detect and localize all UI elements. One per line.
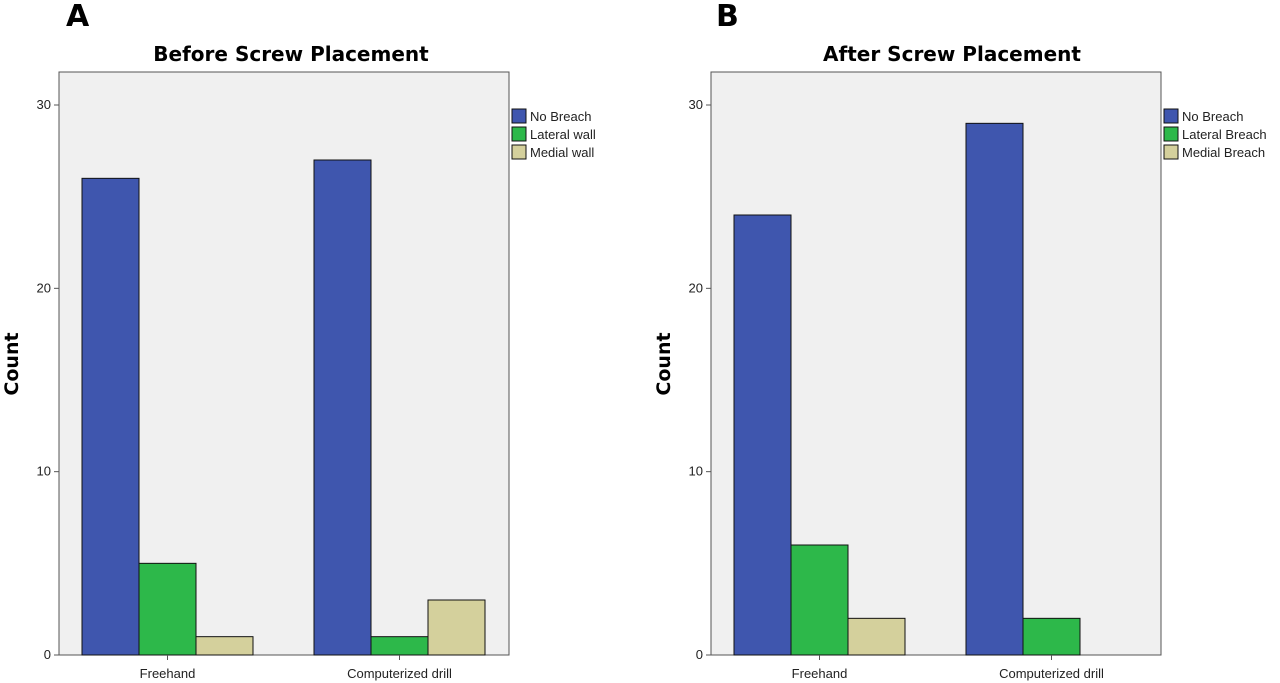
y-tick-label: 20 bbox=[37, 280, 51, 295]
x-tick-label: Computerized drill bbox=[999, 666, 1104, 681]
bars bbox=[81, 159, 486, 656]
legend-swatch bbox=[511, 108, 527, 124]
y-tick-label: 30 bbox=[689, 97, 703, 112]
bar bbox=[138, 562, 197, 656]
y-tick-label: 10 bbox=[689, 464, 703, 479]
x-tick-label: Freehand bbox=[792, 666, 848, 681]
bar bbox=[965, 122, 1024, 656]
x-tick-label: Freehand bbox=[140, 666, 196, 681]
bars bbox=[733, 122, 1081, 656]
legend: No Breach Lateral wall Medial wall bbox=[511, 108, 596, 160]
y-tick-label: 0 bbox=[696, 647, 703, 662]
chart-panel-b: B After Screw Placement 0 10 20 30 Freehand… bbox=[653, 0, 1267, 681]
x-tick-label: Computerized drill bbox=[347, 666, 452, 681]
legend-label: Medial wall bbox=[530, 145, 594, 160]
panel-letter-a: A bbox=[66, 0, 90, 34]
chart-panel-a: A Before Screw Placement 0 10 20 30 Freehan… bbox=[1, 0, 596, 681]
bar bbox=[427, 599, 486, 656]
y-tick-label: 10 bbox=[37, 464, 51, 479]
legend-swatch bbox=[1163, 144, 1179, 160]
y-tick-label: 30 bbox=[37, 97, 51, 112]
legend-label: No Breach bbox=[1182, 109, 1243, 124]
panel-letter-b: B bbox=[716, 0, 739, 34]
x-axis: Freehand Computerized drill bbox=[140, 655, 452, 681]
bar bbox=[370, 636, 429, 656]
legend-label: Lateral Breach bbox=[1182, 127, 1267, 142]
y-axis: 0 10 20 30 bbox=[37, 97, 59, 662]
legend-swatch bbox=[511, 126, 527, 142]
bar bbox=[1022, 617, 1081, 656]
legend-label: No Breach bbox=[530, 109, 591, 124]
bar bbox=[733, 214, 792, 656]
y-tick-label: 20 bbox=[689, 280, 703, 295]
legend-swatch bbox=[1163, 126, 1179, 142]
x-axis: Freehand Computerized drill bbox=[792, 655, 1104, 681]
legend-label: Lateral wall bbox=[530, 127, 596, 142]
bar bbox=[81, 177, 140, 656]
chart-title: After Screw Placement bbox=[823, 42, 1081, 66]
bar bbox=[195, 636, 254, 656]
bar bbox=[790, 544, 849, 656]
y-axis-label: Count bbox=[1, 332, 23, 395]
bar bbox=[847, 617, 906, 656]
bar bbox=[313, 159, 372, 656]
chart-title: Before Screw Placement bbox=[153, 42, 429, 66]
legend-swatch bbox=[1163, 108, 1179, 124]
legend-swatch bbox=[511, 144, 527, 160]
y-tick-label: 0 bbox=[44, 647, 51, 662]
y-axis: 0 10 20 30 bbox=[689, 97, 711, 662]
legend: No Breach Lateral Breach Medial Breach bbox=[1163, 108, 1267, 160]
legend-label: Medial Breach bbox=[1182, 145, 1265, 160]
y-axis-label: Count bbox=[653, 332, 675, 395]
